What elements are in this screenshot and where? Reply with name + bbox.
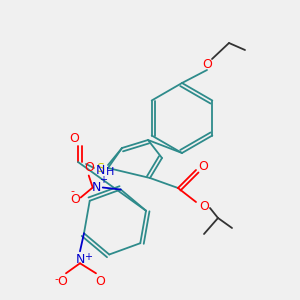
Text: O: O <box>69 131 79 145</box>
Text: -: - <box>71 187 75 196</box>
Text: H: H <box>106 167 114 177</box>
Text: O: O <box>199 200 209 212</box>
Text: O: O <box>95 275 105 288</box>
Text: O: O <box>202 58 212 71</box>
Text: +: + <box>99 175 107 184</box>
Text: O: O <box>70 193 80 206</box>
Text: +: + <box>84 252 92 262</box>
Text: S: S <box>96 161 104 175</box>
Text: N: N <box>95 164 105 176</box>
Text: O: O <box>57 275 67 288</box>
Text: N: N <box>92 181 101 194</box>
Text: -: - <box>54 274 58 284</box>
Text: O: O <box>84 161 94 174</box>
Text: N: N <box>75 253 85 266</box>
Text: O: O <box>198 160 208 172</box>
